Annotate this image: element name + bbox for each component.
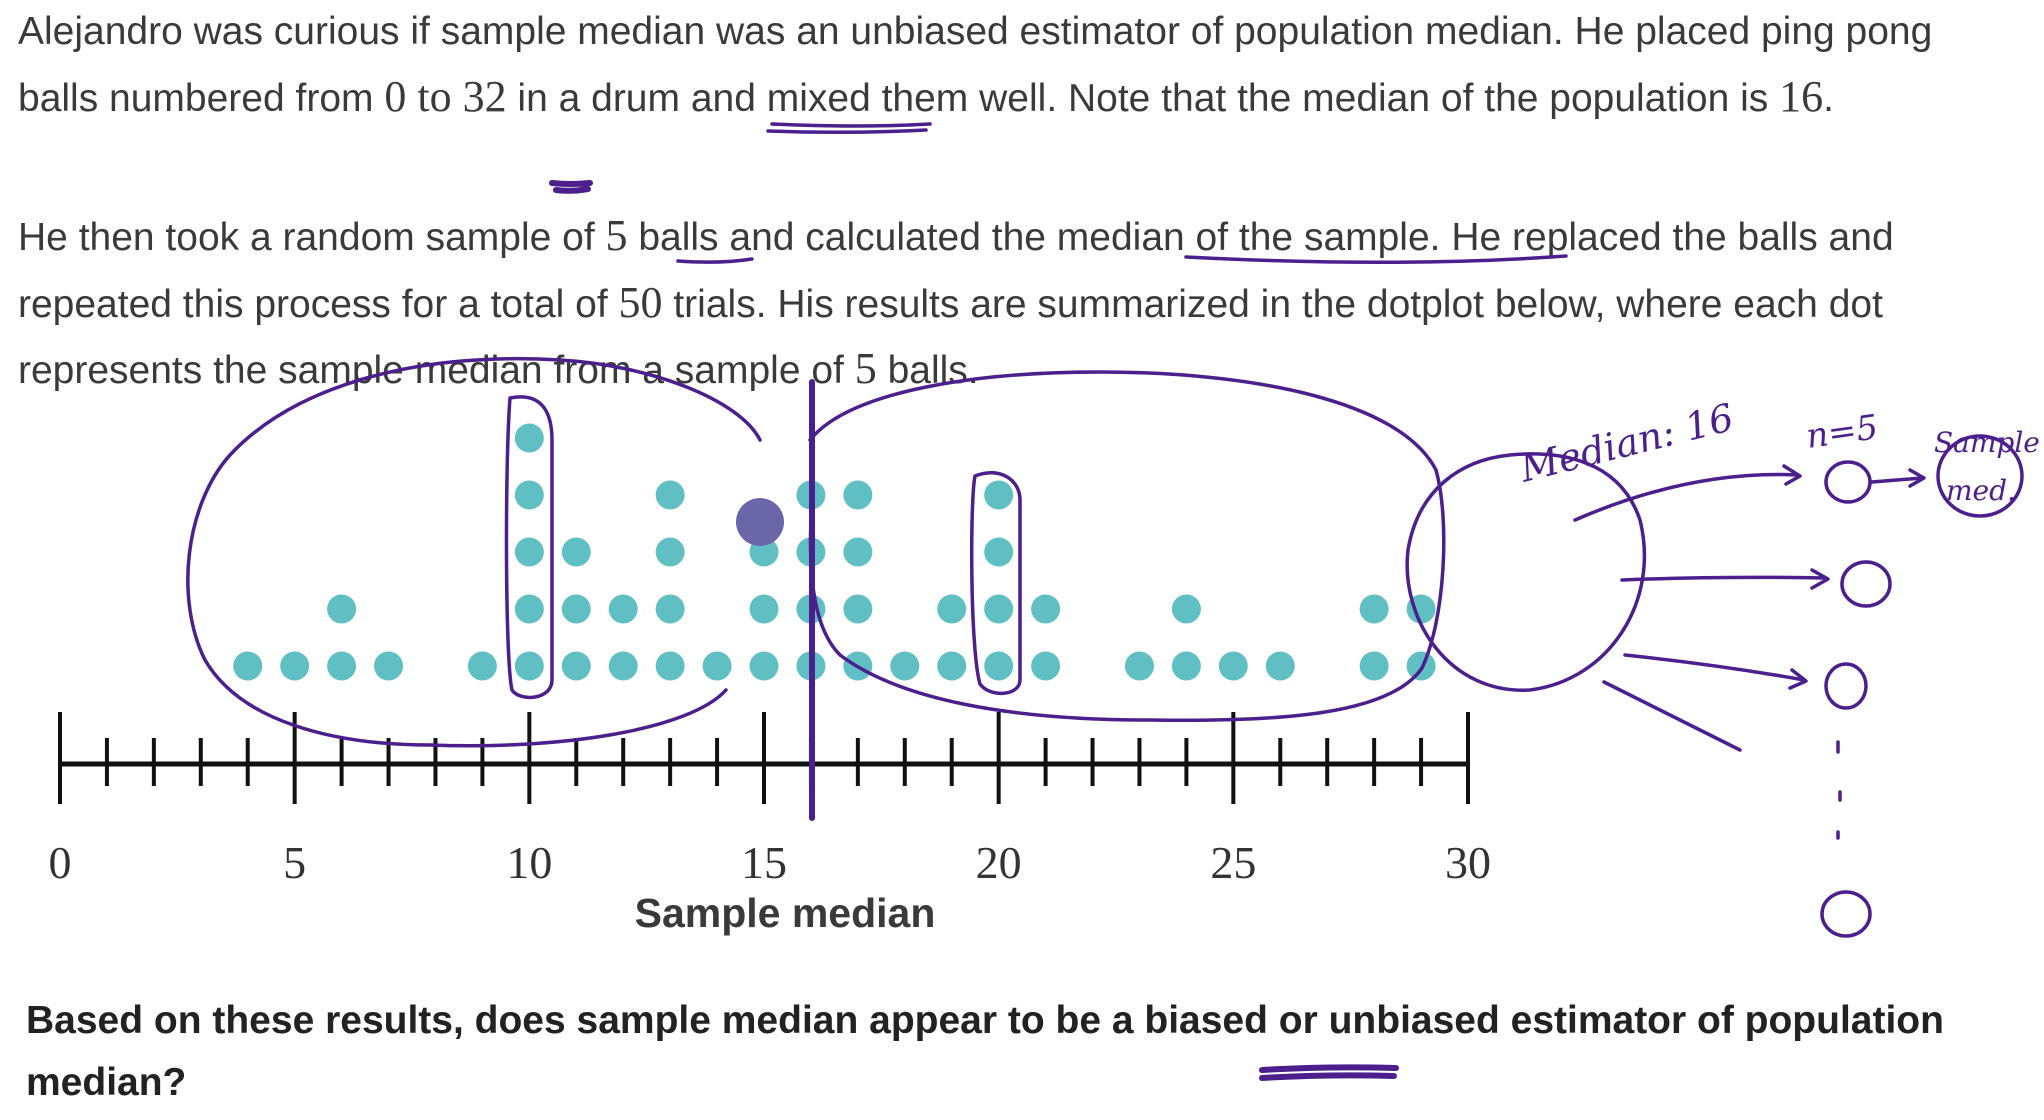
data-dot (1359, 651, 1389, 681)
data-dot (984, 537, 1014, 567)
data-dot (1359, 594, 1389, 624)
tick-label: 25 (1210, 837, 1256, 888)
number-line-axis: 0 5 10 15 20 25 30 (49, 712, 1491, 888)
data-dot (608, 594, 638, 624)
problem-paragraph-2: He then took a random sample of 5 balls … (18, 204, 2008, 404)
data-dot (1406, 594, 1436, 624)
data-dot (843, 480, 873, 510)
data-dot (984, 594, 1014, 624)
data-dot (655, 480, 685, 510)
data-dot (1406, 651, 1436, 681)
data-dot (1171, 594, 1201, 624)
data-dot (655, 537, 685, 567)
data-dot (233, 651, 263, 681)
data-dot (1265, 651, 1295, 681)
p2-text-b: balls and calculated the median of the s… (18, 216, 1894, 326)
tick-label: 10 (506, 837, 552, 888)
data-dot (890, 651, 920, 681)
dots-layer (233, 423, 1436, 681)
data-dot (796, 537, 826, 567)
data-dot (937, 594, 967, 624)
data-dot (374, 651, 404, 681)
data-dot (467, 651, 497, 681)
tick-label: 20 (976, 837, 1022, 888)
data-dot (843, 594, 873, 624)
p2-text-a: He then took a random sample of (18, 216, 606, 259)
p1-text-c: . (1823, 76, 1834, 120)
data-dot (327, 651, 357, 681)
data-dot (655, 651, 685, 681)
p1-text-a: Alejandro was curious if sample median w… (18, 10, 1933, 120)
data-dot (937, 651, 967, 681)
data-dot (1031, 594, 1061, 624)
tick-label: 5 (283, 837, 306, 888)
tick-label: 30 (1445, 837, 1491, 888)
p1-text-b: in a drum and mixed them well. Note that… (506, 76, 1780, 120)
p1-population-median: 16 (1779, 71, 1824, 121)
data-dot (843, 651, 873, 681)
data-dot (984, 651, 1014, 681)
tick-label: 0 (49, 837, 72, 888)
data-dot (749, 537, 779, 567)
data-dot (561, 594, 591, 624)
data-dot (514, 423, 544, 453)
data-dot (796, 594, 826, 624)
p1-range: 0 to 32 (384, 71, 507, 121)
x-axis-label: Sample median (634, 890, 936, 936)
data-dot (796, 480, 826, 510)
data-dot (843, 537, 873, 567)
tick-label: 15 (741, 837, 787, 888)
data-dot (1031, 651, 1061, 681)
data-dot (327, 594, 357, 624)
problem-paragraph-1: Alejandro was curious if sample median w… (18, 0, 2008, 131)
data-dot (561, 537, 591, 567)
data-dot (796, 651, 826, 681)
data-dot (1171, 651, 1201, 681)
data-dot (514, 594, 544, 624)
p2-trials: 50 (618, 277, 663, 327)
p2-sample-size: 5 (605, 211, 628, 260)
data-dot (514, 651, 544, 681)
data-dot (702, 651, 732, 681)
data-dot (749, 594, 779, 624)
data-dot (1218, 651, 1248, 681)
data-dot (608, 651, 638, 681)
data-dot (749, 651, 779, 681)
data-dot (514, 480, 544, 510)
data-dot (280, 651, 310, 681)
data-dot (561, 651, 591, 681)
question-text: Based on these results, does sample medi… (26, 999, 1944, 1104)
data-dot (514, 537, 544, 567)
data-dot (984, 480, 1014, 510)
data-dot (655, 594, 685, 624)
data-dot (1124, 651, 1154, 681)
